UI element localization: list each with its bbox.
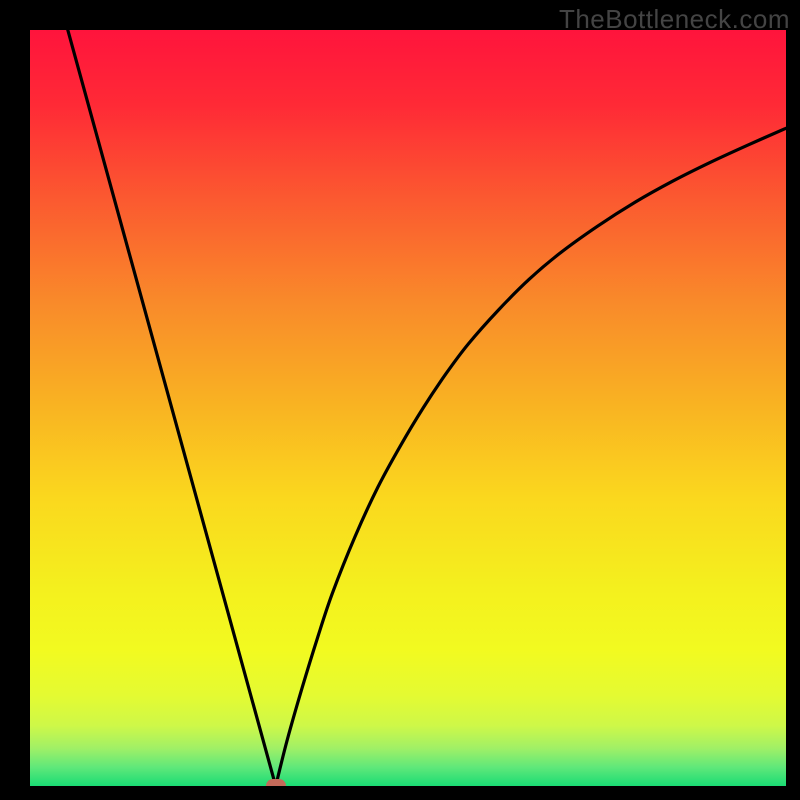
watermark-text: TheBottleneck.com [559,4,790,35]
chart-curve [30,30,786,786]
plot-area [30,30,786,786]
bottleneck-marker [266,779,286,786]
chart-frame: TheBottleneck.com [0,0,800,800]
